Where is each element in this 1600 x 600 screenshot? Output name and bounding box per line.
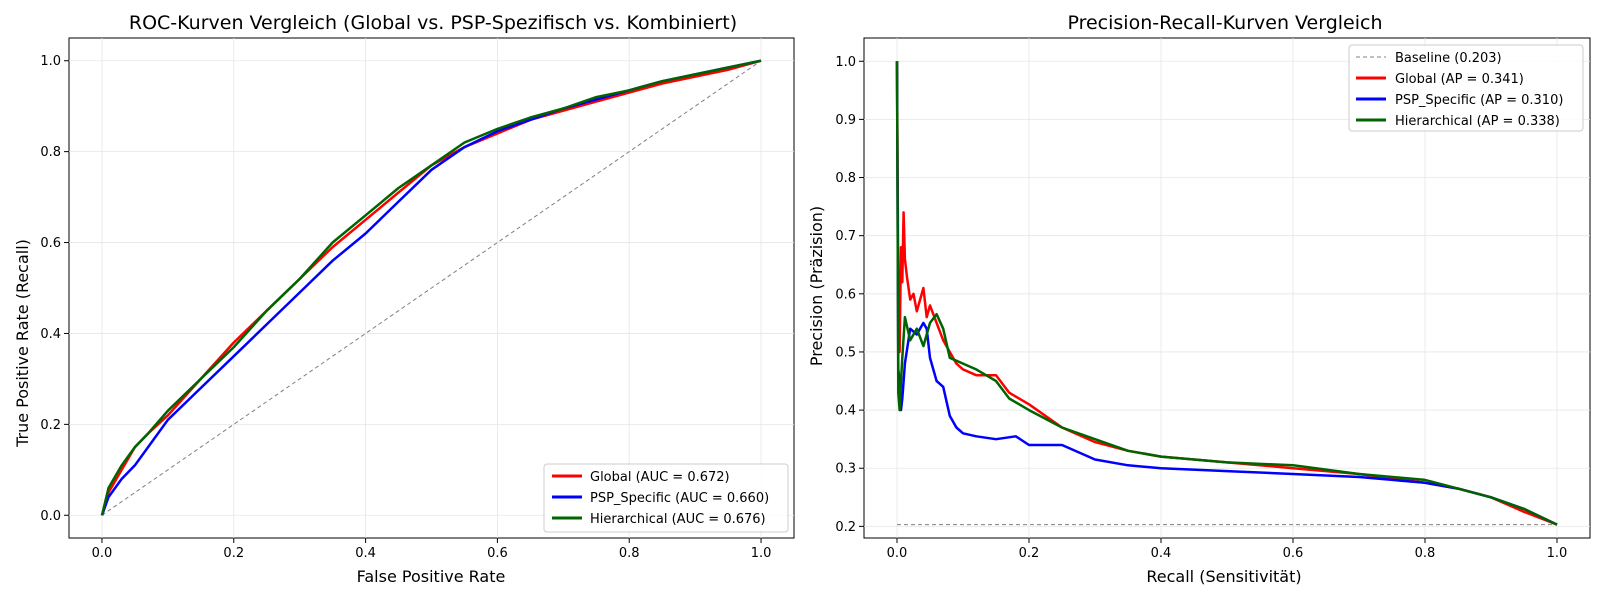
pr-y-tick-label: 0.3	[835, 462, 856, 477]
roc-series-lines	[100, 59, 762, 516]
roc-y-tick-label: 1.0	[40, 54, 61, 69]
pr-x-tick-label: 1.0	[1547, 546, 1568, 561]
pr-y-tick-label: 0.8	[835, 171, 856, 186]
pr-series-hierarchical	[895, 61, 1558, 526]
roc-legend-label-hierarchical: Hierarchical (AUC = 0.676)	[590, 512, 766, 527]
pr-x-tick-label: 0.2	[1019, 546, 1040, 561]
pr-ticks: 0.0 0.2 0.4 0.6 0.8 1.0 0.2 0.3 0.4 0.5 0.6 0.7 0.8 0…	[835, 55, 1567, 561]
roc-x-tick-label: 0.0	[92, 546, 113, 561]
roc-y-tick-label: 0.6	[40, 236, 61, 251]
pr-series-lines	[895, 61, 1558, 526]
pr-y-tick-label: 0.5	[835, 345, 856, 360]
pr-series-psp-specific	[895, 61, 1558, 526]
pr-gridlines	[864, 38, 1590, 538]
pr-y-tick-label: 0.4	[835, 404, 856, 419]
roc-y-tick-label: 0.4	[40, 327, 61, 342]
roc-legend-box	[543, 463, 789, 533]
pr-x-tick-label: 0.6	[1283, 546, 1304, 561]
pr-x-tick-label: 0.4	[1151, 546, 1172, 561]
roc-x-tick-label: 0.4	[355, 546, 376, 561]
pr-x-tick-label: 0.0	[887, 546, 908, 561]
roc-y-axis-label: True Positive Rate (Recall)	[13, 239, 32, 448]
pr-y-axis-label: Precision (Präzision)	[807, 206, 826, 366]
roc-panel: ROC-Kurven Vergleich (Global vs. PSP-Spe…	[13, 12, 795, 586]
pr-legend-label-hierarchical: Hierarchical (AP = 0.338)	[1395, 114, 1560, 129]
pr-y-tick-label: 0.7	[835, 229, 856, 244]
pr-y-tick-label: 0.9	[835, 113, 856, 128]
roc-chance-diagonal-line	[101, 60, 762, 516]
pr-series-global	[895, 61, 1558, 526]
pr-legend-label-global: Global (AP = 0.341)	[1395, 72, 1524, 87]
roc-x-tick-label: 0.8	[619, 546, 640, 561]
pr-x-tick-label: 0.8	[1415, 546, 1436, 561]
roc-gridlines	[69, 38, 794, 538]
roc-y-tick-label: 0.0	[40, 509, 61, 524]
roc-legend: Global (AUC = 0.672) PSP_Specific (AUC =…	[543, 463, 789, 533]
pr-legend-label-baseline: Baseline (0.203)	[1395, 51, 1502, 66]
roc-legend-label-global: Global (AUC = 0.672)	[590, 470, 730, 485]
roc-title: ROC-Kurven Vergleich (Global vs. PSP-Spe…	[129, 12, 737, 34]
roc-y-tick-label: 0.2	[40, 418, 61, 433]
roc-x-axis-label: False Positive Rate	[357, 567, 506, 586]
roc-plot-area	[68, 37, 795, 539]
pr-x-axis-label: Recall (Sensitivität)	[1146, 567, 1301, 586]
pr-legend: Baseline (0.203) Global (AP = 0.341) PSP…	[1348, 44, 1584, 132]
roc-x-tick-label: 0.2	[223, 546, 244, 561]
pr-plot-area	[863, 37, 1591, 539]
pr-title: Precision-Recall-Kurven Vergleich	[1067, 12, 1382, 34]
pr-legend-label-psp: PSP_Specific (AP = 0.310)	[1395, 93, 1563, 108]
roc-ticks: 0.0 0.2 0.4 0.6 0.8 1.0 0.0 0.2 0.4 0.6 0.8 1.0	[40, 54, 771, 561]
pr-y-tick-label: 1.0	[835, 55, 856, 70]
roc-series-hierarchical	[100, 59, 762, 516]
roc-y-tick-label: 0.8	[40, 145, 61, 160]
roc-x-tick-label: 1.0	[751, 546, 772, 561]
pr-panel: Precision-Recall-Kurven Vergleich Recall…	[807, 12, 1591, 586]
roc-legend-label-psp: PSP_Specific (AUC = 0.660)	[590, 491, 769, 506]
pr-y-tick-label: 0.2	[835, 520, 856, 535]
pr-y-tick-label: 0.6	[835, 287, 856, 302]
roc-x-tick-label: 0.6	[487, 546, 508, 561]
pr-legend-box	[1348, 44, 1584, 132]
